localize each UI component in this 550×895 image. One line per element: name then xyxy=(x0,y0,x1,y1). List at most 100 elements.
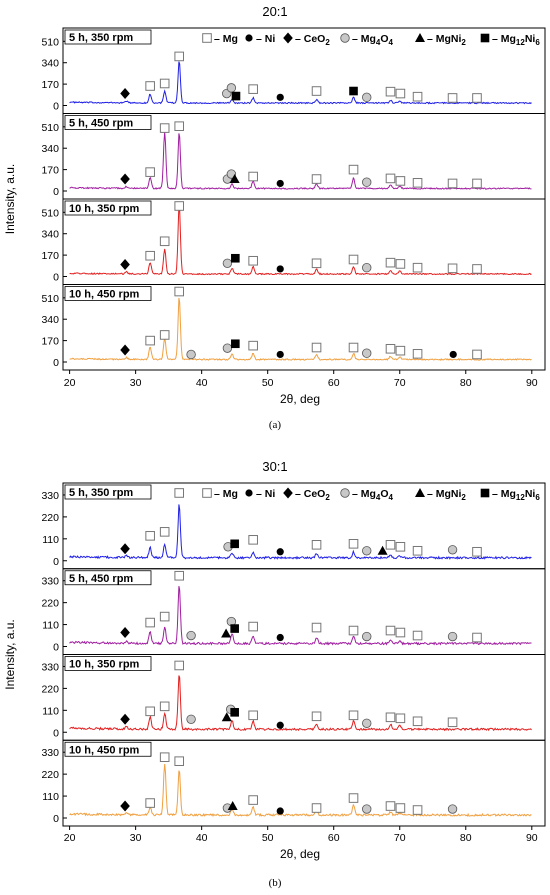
y-tick-label: 110 xyxy=(42,705,59,717)
legend-item: – Mg xyxy=(202,488,238,500)
open-square-phase-marker xyxy=(447,717,458,728)
xrd-pattern-line xyxy=(69,61,532,105)
gray-circle-phase-marker xyxy=(362,92,372,103)
legend-item: – CeO2 xyxy=(283,487,330,502)
filled-square-phase-marker xyxy=(230,624,239,633)
condition-text: 10 h, 450 rpm xyxy=(69,744,140,756)
xrd-pattern-line xyxy=(69,764,532,818)
legend-label: – CeO2 xyxy=(295,488,330,502)
open-square-phase-marker xyxy=(145,798,155,808)
filled-circle-phase-marker xyxy=(276,179,284,188)
open-square-phase-marker xyxy=(412,349,423,359)
filled-diamond-phase-marker xyxy=(120,627,130,639)
panel-frame xyxy=(62,739,546,827)
open-square-phase-marker xyxy=(174,201,185,211)
open-square-phase-marker xyxy=(174,51,185,62)
square-legend-marker xyxy=(480,488,490,498)
open-square-phase-marker xyxy=(395,541,406,552)
filled-triangle-phase-marker xyxy=(227,801,238,811)
legend-item: – MgNi2 xyxy=(415,33,466,47)
filled-diamond-phase-marker xyxy=(120,713,130,725)
gray-circle-phase-marker xyxy=(186,714,196,724)
y-tick-label: 170 xyxy=(41,79,59,91)
panel-1: 0 110 220 330 5 h, 350 rpm – Mg – Ni – CeO2 – Mg… xyxy=(41,482,546,570)
open-square-phase-marker xyxy=(412,545,423,556)
legend-item: – Mg12Ni6 xyxy=(480,488,540,502)
y-tick-label: 0 xyxy=(53,556,59,568)
open-square-phase-marker xyxy=(395,176,406,186)
x-axis-label: 2θ, deg xyxy=(280,392,320,406)
filled-diamond-phase-marker xyxy=(120,800,130,812)
x-tick-label: 70 xyxy=(394,377,406,389)
open-square-phase-marker xyxy=(412,262,423,273)
condition-box xyxy=(64,286,152,301)
filled-circle-phase-marker xyxy=(276,721,284,729)
y-tick-label: 220 xyxy=(41,683,59,695)
x-tick-label: 50 xyxy=(262,377,274,389)
open-square-phase-marker xyxy=(348,793,359,803)
open-square-phase-marker xyxy=(311,342,322,353)
filled-diamond-phase-marker xyxy=(120,344,130,356)
xrd-pattern-line xyxy=(69,205,532,276)
y-tick-label: 110 xyxy=(42,791,59,803)
square-legend-marker xyxy=(480,33,490,43)
y-tick-label: 330 xyxy=(41,747,59,759)
legend-label: – MgNi2 xyxy=(427,33,466,47)
condition-text: 10 h, 350 rpm xyxy=(69,203,140,215)
condition-text: 10 h, 350 rpm xyxy=(69,659,140,671)
gray-circle-phase-marker xyxy=(362,718,372,728)
panel-2: 0 110 220 330 5 h, 450 rpm xyxy=(41,568,546,655)
open-square-phase-marker xyxy=(248,340,258,351)
x-tick-label: 20 xyxy=(64,377,76,389)
condition-box xyxy=(64,741,152,757)
y-tick-label: 510 xyxy=(41,36,59,48)
gray-circle-phase-marker xyxy=(186,349,196,360)
gray-circle-phase-marker xyxy=(222,343,233,353)
y-tick-label: 220 xyxy=(41,598,59,610)
open-square-phase-marker xyxy=(395,803,406,813)
filled-diamond-phase-marker xyxy=(120,543,130,555)
y-tick-label: 170 xyxy=(41,250,59,262)
filled-square-phase-marker xyxy=(231,253,240,263)
open-square-phase-marker xyxy=(385,712,396,723)
chart-a: 20:1 (a) 2θ, deg Intensity, a.u. 20 30 40 50 60 7… xyxy=(3,4,546,431)
y-tick-label: 330 xyxy=(41,661,59,673)
gray-circle-phase-marker xyxy=(447,545,458,555)
gray-circle-phase-marker xyxy=(226,83,237,93)
panel-4: 0 170 340 510 10 h, 450 rpm xyxy=(41,284,546,371)
open-square-phase-marker xyxy=(145,250,155,261)
open-square-phase-marker xyxy=(472,546,482,557)
x-tick-label: 50 xyxy=(262,832,274,844)
x-tick-label: 30 xyxy=(130,832,142,844)
x-tick-label: 80 xyxy=(460,377,472,389)
open-square-phase-marker xyxy=(395,259,406,269)
open-square-phase-marker xyxy=(412,178,423,188)
legend-item: – CeO2 xyxy=(283,32,330,47)
open-square-phase-marker xyxy=(248,255,258,266)
y-tick-label: 340 xyxy=(41,58,59,70)
gray-circle-phase-marker xyxy=(186,630,196,641)
y-tick-label: 340 xyxy=(41,229,59,241)
legend-item: – Mg xyxy=(202,33,238,45)
open-square-phase-marker xyxy=(395,627,406,638)
panel-frame xyxy=(62,284,546,371)
x-tick-label: 60 xyxy=(328,832,340,844)
legend-label: – Mg4O4 xyxy=(352,33,394,47)
open-square-phase-marker xyxy=(159,123,170,133)
x-tick-label: 70 xyxy=(394,832,406,844)
legend-label: – Ni xyxy=(256,488,275,500)
x-tick-label: 20 xyxy=(64,832,76,844)
x-tick-label: 40 xyxy=(196,377,208,389)
y-tick-label: 330 xyxy=(41,576,59,588)
open-square-phase-marker xyxy=(311,622,322,633)
gray-circle-phase-marker xyxy=(222,258,233,268)
open-square-phase-marker xyxy=(145,167,155,177)
circle-legend-marker xyxy=(245,489,253,497)
filled-circle-phase-marker xyxy=(449,350,457,359)
y-tick-label: 170 xyxy=(41,336,59,348)
y-tick-label: 0 xyxy=(53,272,59,284)
open-square-phase-marker xyxy=(412,91,423,102)
open-square-phase-marker xyxy=(447,263,458,274)
filled-diamond-phase-marker xyxy=(120,259,130,271)
